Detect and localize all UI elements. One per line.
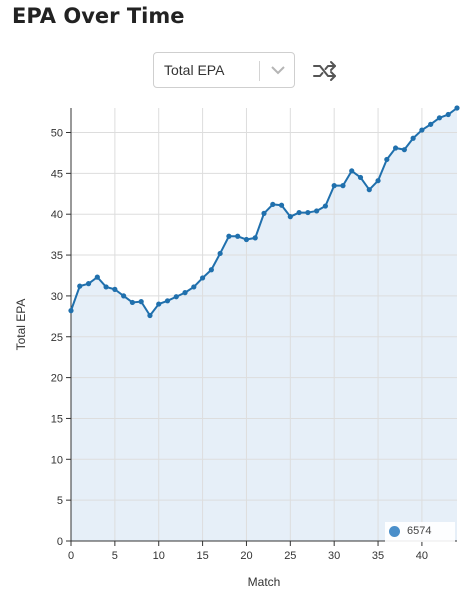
data-point xyxy=(85,281,92,287)
x-tick-label: 0 xyxy=(68,550,74,562)
data-point xyxy=(217,250,223,257)
data-point xyxy=(182,290,188,296)
data-point xyxy=(349,168,355,174)
data-point xyxy=(261,210,267,216)
shuffle-icon[interactable] xyxy=(312,60,338,82)
page-title: EPA Over Time xyxy=(12,4,185,28)
x-tick-label: 10 xyxy=(153,550,165,562)
y-tick-label: 20 xyxy=(51,373,63,385)
data-point xyxy=(314,208,320,214)
data-point xyxy=(68,308,74,314)
y-tick-label: 0 xyxy=(57,536,63,548)
x-tick-label: 15 xyxy=(196,550,208,562)
chevron-down-icon[interactable] xyxy=(270,64,286,76)
data-point xyxy=(112,286,118,292)
data-point xyxy=(199,275,206,281)
data-point xyxy=(410,135,416,141)
x-tick-label: 20 xyxy=(240,550,252,562)
x-tick-label: 40 xyxy=(416,550,428,562)
data-point xyxy=(103,284,109,290)
data-point xyxy=(164,298,171,304)
data-point xyxy=(252,235,258,241)
data-point xyxy=(121,293,127,299)
data-point xyxy=(270,201,276,208)
x-tick-label: 25 xyxy=(284,550,296,562)
data-point xyxy=(147,312,153,319)
data-point xyxy=(235,233,241,239)
data-point xyxy=(340,183,346,189)
data-point xyxy=(375,178,381,184)
data-point xyxy=(392,145,399,151)
legend-label: 6574 xyxy=(407,525,432,537)
data-point xyxy=(226,233,232,239)
y-tick-label: 15 xyxy=(51,413,63,425)
data-point xyxy=(138,299,144,305)
data-point xyxy=(287,214,293,220)
y-tick-label: 40 xyxy=(51,209,63,221)
metric-select-value: Total EPA xyxy=(164,62,225,78)
y-tick-label: 45 xyxy=(51,168,63,180)
data-point xyxy=(401,147,407,153)
data-point xyxy=(208,267,214,273)
x-tick-label: 5 xyxy=(112,550,118,562)
x-axis-title: Match xyxy=(248,575,281,589)
data-point xyxy=(156,301,162,307)
y-tick-label: 10 xyxy=(51,454,63,466)
y-axis-title: Total EPA xyxy=(14,299,28,351)
data-point xyxy=(77,283,83,289)
y-tick-label: 35 xyxy=(51,250,63,262)
data-point xyxy=(366,187,372,193)
data-point xyxy=(436,115,443,121)
area-fill xyxy=(71,108,457,541)
data-point xyxy=(331,183,337,189)
data-point xyxy=(129,299,136,306)
data-point xyxy=(419,127,425,133)
data-point xyxy=(173,294,179,300)
x-tick-label: 35 xyxy=(372,550,384,562)
data-point xyxy=(243,236,250,243)
data-point xyxy=(322,203,329,209)
x-tick-label: 30 xyxy=(328,550,340,562)
y-tick-label: 5 xyxy=(57,495,63,507)
data-point xyxy=(384,156,390,163)
data-point xyxy=(454,105,460,111)
y-tick-label: 25 xyxy=(51,332,63,344)
data-point xyxy=(278,202,285,208)
data-point xyxy=(445,111,451,118)
data-point xyxy=(191,284,197,290)
chart-legend: 6574 xyxy=(385,522,455,542)
epa-chart: 0 5 10 15 20 25 30 35 40 0 5 10 15 20 25 30 35 40 45 50 Matc… xyxy=(14,105,460,589)
data-point xyxy=(305,209,311,216)
legend-marker xyxy=(389,526,400,537)
data-point xyxy=(296,209,302,216)
data-point xyxy=(428,121,434,127)
metric-select[interactable]: Total EPA xyxy=(153,52,295,88)
select-divider xyxy=(259,61,260,81)
y-tick-label: 30 xyxy=(51,291,63,303)
data-point xyxy=(357,174,364,181)
y-tick-label: 50 xyxy=(51,128,63,140)
data-point xyxy=(94,274,100,280)
